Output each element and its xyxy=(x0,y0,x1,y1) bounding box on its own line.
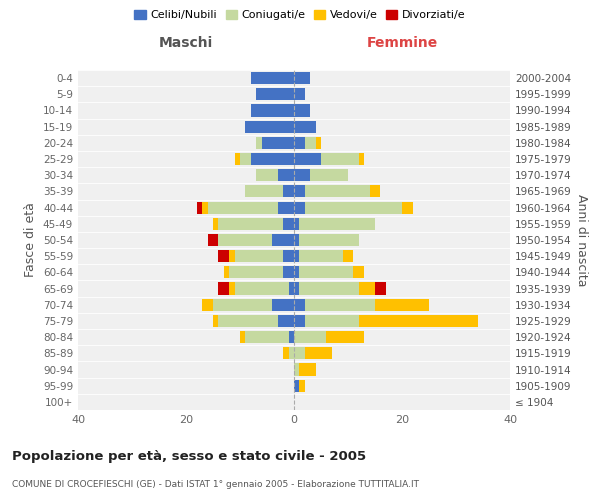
Bar xyxy=(229,266,283,278)
Bar xyxy=(294,348,305,360)
Bar xyxy=(299,380,305,392)
Bar xyxy=(208,234,218,246)
Bar xyxy=(294,266,299,278)
Y-axis label: Anni di nascita: Anni di nascita xyxy=(575,194,588,286)
Text: Popolazione per età, sesso e stato civile - 2005: Popolazione per età, sesso e stato civil… xyxy=(12,450,366,463)
Bar xyxy=(299,364,316,376)
Bar xyxy=(283,186,294,198)
Bar xyxy=(294,137,305,149)
Bar xyxy=(294,169,310,181)
Bar xyxy=(305,298,375,311)
Bar xyxy=(251,104,294,117)
Bar xyxy=(235,282,289,294)
Bar xyxy=(294,282,299,294)
Text: COMUNE DI CROCEFIESCHI (GE) - Dati ISTAT 1° gennaio 2005 - Elaborazione TUTTITAL: COMUNE DI CROCEFIESCHI (GE) - Dati ISTAT… xyxy=(12,480,419,489)
Bar xyxy=(305,137,316,149)
Bar xyxy=(218,234,272,246)
Bar xyxy=(305,186,370,198)
Bar xyxy=(299,266,353,278)
Text: Femmine: Femmine xyxy=(367,36,437,50)
Bar xyxy=(305,202,402,213)
Bar xyxy=(299,234,359,246)
Bar xyxy=(316,137,321,149)
Bar xyxy=(326,331,364,343)
Bar xyxy=(353,266,364,278)
Text: Maschi: Maschi xyxy=(159,36,213,50)
Bar xyxy=(294,298,305,311)
Bar xyxy=(245,186,283,198)
Bar xyxy=(240,153,251,165)
Y-axis label: Fasce di età: Fasce di età xyxy=(25,202,37,278)
Bar xyxy=(218,250,229,262)
Bar xyxy=(294,202,305,213)
Legend: Celibi/Nubili, Coniugati/e, Vedovi/e, Divorziati/e: Celibi/Nubili, Coniugati/e, Vedovi/e, Di… xyxy=(130,6,470,25)
Bar xyxy=(294,315,305,327)
Bar xyxy=(278,315,294,327)
Bar xyxy=(245,120,294,132)
Bar xyxy=(202,298,213,311)
Bar xyxy=(305,348,332,360)
Bar xyxy=(278,202,294,213)
Bar xyxy=(245,331,289,343)
Bar xyxy=(283,266,294,278)
Bar xyxy=(289,282,294,294)
Bar xyxy=(299,282,359,294)
Bar xyxy=(218,282,229,294)
Bar xyxy=(402,202,413,213)
Bar xyxy=(294,234,299,246)
Bar xyxy=(213,315,218,327)
Bar xyxy=(294,153,321,165)
Bar xyxy=(235,153,240,165)
Bar xyxy=(375,298,429,311)
Bar xyxy=(359,153,364,165)
Bar xyxy=(299,250,343,262)
Bar xyxy=(283,250,294,262)
Bar xyxy=(251,72,294,84)
Bar xyxy=(294,364,299,376)
Bar xyxy=(262,137,294,149)
Bar xyxy=(283,348,289,360)
Bar xyxy=(240,331,245,343)
Bar xyxy=(375,282,386,294)
Bar xyxy=(294,218,299,230)
Bar xyxy=(294,88,305,101)
Bar xyxy=(229,282,235,294)
Bar xyxy=(294,331,326,343)
Bar xyxy=(343,250,353,262)
Bar xyxy=(256,169,278,181)
Bar xyxy=(256,88,294,101)
Bar xyxy=(218,315,278,327)
Bar xyxy=(321,153,359,165)
Bar xyxy=(299,218,375,230)
Bar xyxy=(272,298,294,311)
Bar xyxy=(213,298,272,311)
Bar xyxy=(272,234,294,246)
Bar xyxy=(208,202,278,213)
Bar xyxy=(283,218,294,230)
Bar xyxy=(294,380,299,392)
Bar xyxy=(370,186,380,198)
Bar xyxy=(310,169,348,181)
Bar xyxy=(294,104,310,117)
Bar xyxy=(256,137,262,149)
Bar xyxy=(289,331,294,343)
Bar xyxy=(224,266,229,278)
Bar xyxy=(289,348,294,360)
Bar xyxy=(213,218,218,230)
Bar xyxy=(305,315,359,327)
Bar xyxy=(294,186,305,198)
Bar xyxy=(202,202,208,213)
Bar xyxy=(251,153,294,165)
Bar xyxy=(294,250,299,262)
Bar xyxy=(235,250,283,262)
Bar xyxy=(294,120,316,132)
Bar xyxy=(359,315,478,327)
Bar xyxy=(218,218,283,230)
Bar xyxy=(278,169,294,181)
Bar xyxy=(359,282,375,294)
Bar xyxy=(294,72,310,84)
Bar xyxy=(197,202,202,213)
Bar xyxy=(229,250,235,262)
